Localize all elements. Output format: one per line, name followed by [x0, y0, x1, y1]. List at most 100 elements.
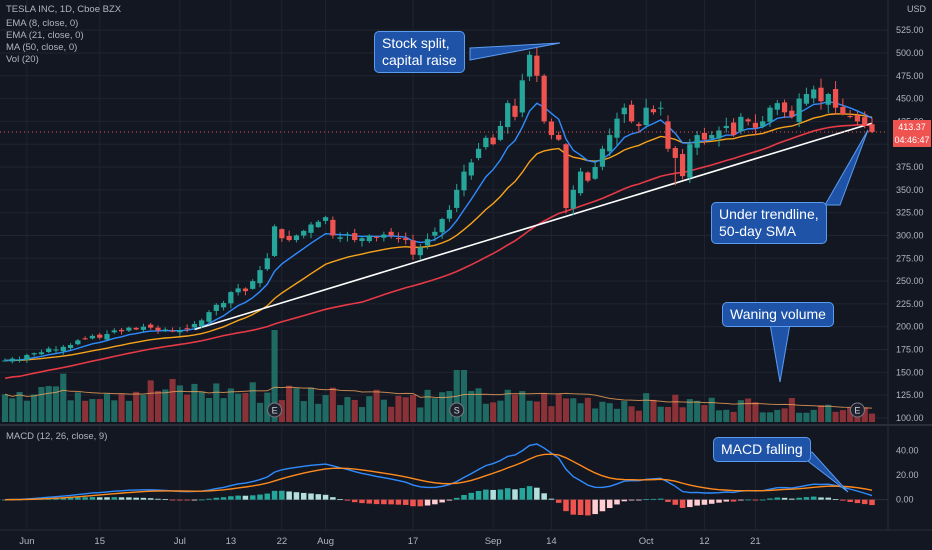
macd-histogram-bar [512, 489, 518, 500]
macd-histogram-bar [330, 497, 336, 500]
volume-bar [74, 392, 81, 422]
candle-body [621, 107, 627, 115]
macd-histogram-bar [679, 499, 686, 508]
macd-histogram-bar [519, 488, 526, 500]
volume-bar [307, 387, 315, 422]
macd-histogram-bar [665, 499, 671, 502]
legend-ma50: MA (50, close, 0) [6, 42, 78, 53]
macd-histogram-bar [687, 499, 693, 508]
candle-body [643, 107, 649, 126]
candle-body [738, 116, 744, 132]
candle-body [687, 144, 693, 178]
macd-histogram-bar [220, 497, 227, 500]
macd-histogram-bar [621, 499, 628, 502]
macd-histogram-bar [869, 499, 875, 506]
macd-histogram-bar [381, 499, 387, 505]
candle-body [760, 121, 766, 127]
volume-bar [169, 378, 176, 422]
volume-bar [511, 394, 519, 422]
candle-body [155, 327, 161, 331]
volume-bar [446, 390, 453, 422]
volume-bar [1, 394, 9, 422]
volume-bar [701, 405, 708, 422]
candle-body [82, 338, 88, 340]
volume-bar [315, 403, 322, 422]
volume-bar [140, 394, 147, 422]
volume-bar [162, 389, 169, 422]
candle-body [519, 80, 525, 113]
macd-histogram-bar [308, 493, 314, 500]
candle-body [752, 122, 759, 128]
callout-pointer [824, 129, 869, 206]
volume-bar [227, 388, 234, 422]
candle-body [716, 130, 722, 139]
volume-bar [519, 391, 526, 422]
macd-histogram-bar [541, 493, 547, 500]
macd-histogram-bar [257, 494, 263, 500]
macd-histogram-bar [184, 499, 190, 501]
macd-histogram-bar [810, 496, 817, 500]
callout-stock-split: Stock split, capital raise [374, 31, 465, 73]
candle-body [534, 55, 540, 76]
candle-body [614, 118, 620, 138]
macd-histogram-bar [738, 499, 744, 501]
volume-bar [723, 409, 730, 422]
candle-body [257, 270, 263, 284]
candle-body [38, 352, 45, 355]
countdown-tag: 04:46:47 [893, 133, 931, 147]
macd-histogram-bar [191, 499, 198, 501]
macd-histogram-bar [672, 499, 679, 505]
volume-bar [184, 394, 191, 422]
volume-bar [657, 406, 664, 422]
candle-body [242, 288, 249, 292]
date-tick-label: Jun [19, 536, 34, 547]
volume-bar [468, 390, 475, 422]
candle-body [847, 115, 853, 117]
volume-bar [213, 383, 220, 422]
volume-bar [497, 400, 504, 422]
macd-histogram-bar [847, 499, 853, 502]
macd-histogram-bar [410, 499, 416, 507]
volume-bar [868, 413, 876, 422]
volume-bar [526, 400, 533, 422]
macd-histogram-bar [60, 497, 67, 500]
volume-bar [708, 397, 715, 422]
candle-body [832, 89, 839, 108]
candle-body [293, 235, 300, 241]
candle-body [592, 167, 598, 179]
macd-histogram-bar [373, 499, 380, 505]
volume-bar [205, 397, 213, 422]
macd-histogram-bar [264, 493, 271, 500]
volume-bar [271, 330, 278, 422]
candle-body [840, 107, 846, 115]
macd-histogram-bar [555, 499, 562, 503]
macd-histogram-bar [96, 497, 103, 500]
price-tick-label: 275.00 [896, 253, 924, 263]
candle-body [148, 324, 154, 328]
candle-body [264, 258, 270, 270]
volume-bar [439, 392, 446, 422]
macd-histogram-bar [759, 499, 766, 501]
candle-body [271, 226, 278, 256]
candle-body [512, 105, 518, 117]
candle-body [199, 320, 205, 327]
macd-histogram-bar [745, 499, 751, 501]
event-marker [267, 402, 283, 418]
candle-body [67, 344, 74, 349]
macd-histogram-bar [198, 499, 205, 501]
event-marker-label: E [854, 406, 860, 416]
volume-bar [745, 398, 752, 422]
volume-bar [555, 393, 562, 422]
candle-body [162, 329, 168, 331]
macd-histogram-bar [286, 491, 292, 500]
volume-bar [817, 405, 825, 422]
candle-body [424, 239, 431, 246]
candle-body [235, 288, 241, 293]
candle-body [388, 231, 394, 236]
candle-body [439, 219, 445, 233]
macd-histogram-bar [774, 497, 781, 500]
macd-histogram-bar [67, 497, 74, 500]
volume-bar [16, 391, 23, 422]
candle-body [2, 360, 8, 362]
